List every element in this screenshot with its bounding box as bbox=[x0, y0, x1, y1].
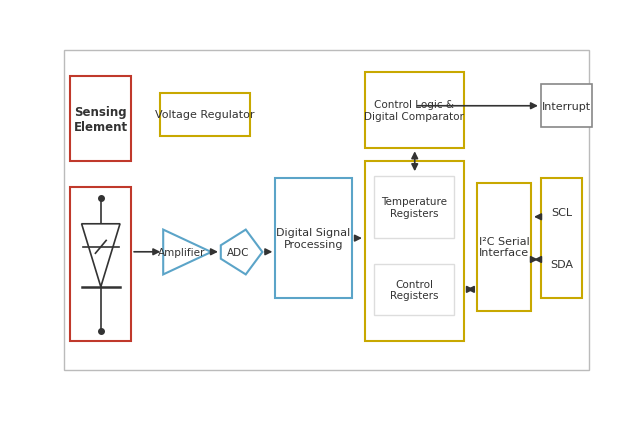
Polygon shape bbox=[163, 230, 211, 275]
Polygon shape bbox=[82, 224, 120, 287]
Text: Control Logic &
Digital Comparator: Control Logic & Digital Comparator bbox=[364, 100, 465, 121]
Polygon shape bbox=[221, 230, 262, 275]
Text: Interrupt: Interrupt bbox=[542, 101, 591, 112]
Text: Temperature
Registers: Temperature Registers bbox=[381, 197, 447, 219]
Text: SDA: SDA bbox=[550, 260, 573, 270]
Bar bbox=[275, 179, 352, 298]
Text: Sensing
Element: Sensing Element bbox=[74, 105, 128, 133]
Bar bbox=[541, 179, 582, 298]
Text: Control
Registers: Control Registers bbox=[390, 279, 438, 300]
Text: ADC: ADC bbox=[227, 248, 250, 257]
Text: Amplifier: Amplifier bbox=[157, 248, 205, 257]
Bar bbox=[365, 162, 464, 341]
Bar bbox=[374, 177, 454, 239]
Text: Digital Signal
Processing: Digital Signal Processing bbox=[276, 228, 351, 249]
Text: SCL: SCL bbox=[551, 207, 572, 217]
Text: Voltage Regulator: Voltage Regulator bbox=[155, 110, 255, 120]
Bar bbox=[374, 264, 454, 315]
Bar bbox=[70, 187, 131, 341]
Text: I²C Serial
Interface: I²C Serial Interface bbox=[479, 236, 529, 258]
Bar bbox=[70, 77, 131, 162]
Bar bbox=[477, 183, 531, 311]
Bar bbox=[160, 94, 250, 136]
Bar bbox=[365, 72, 464, 149]
Bar bbox=[541, 85, 592, 128]
Bar bbox=[64, 51, 589, 371]
